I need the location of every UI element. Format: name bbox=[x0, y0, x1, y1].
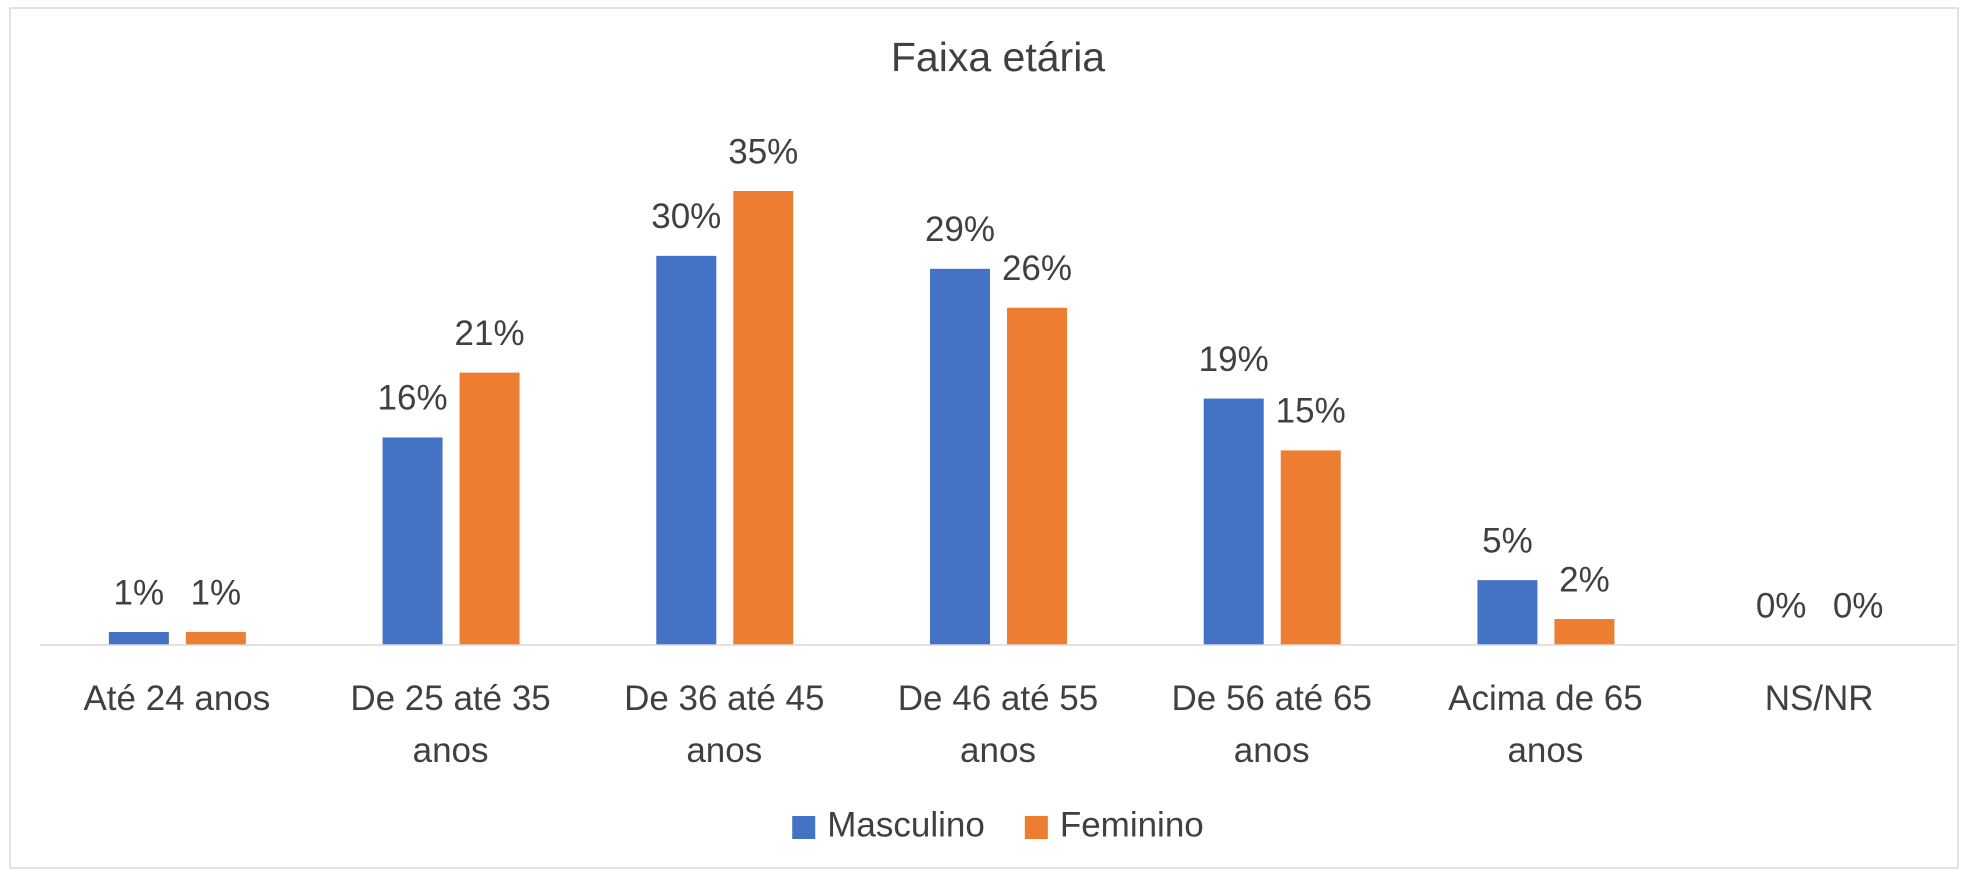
data-label: 16% bbox=[378, 379, 448, 418]
bar bbox=[733, 191, 794, 645]
bar bbox=[459, 372, 520, 645]
data-label: 1% bbox=[191, 573, 242, 612]
data-label: 15% bbox=[1276, 392, 1346, 431]
x-tick-label: De 56 até 65 anos bbox=[1171, 679, 1371, 770]
bar bbox=[382, 437, 443, 645]
bar bbox=[108, 632, 169, 645]
x-tick-label: De 46 até 55 anos bbox=[898, 679, 1098, 770]
data-label: 35% bbox=[728, 132, 798, 171]
bar bbox=[656, 255, 717, 645]
data-label: 2% bbox=[1559, 560, 1610, 599]
data-label: 0% bbox=[1833, 586, 1884, 625]
legend-label: Feminino bbox=[1060, 805, 1204, 844]
data-label: 0% bbox=[1756, 586, 1807, 625]
chart-title: Faixa etária bbox=[891, 34, 1105, 80]
bar bbox=[930, 268, 990, 645]
data-label: 29% bbox=[925, 210, 995, 249]
data-label: 26% bbox=[1002, 249, 1072, 288]
bar bbox=[1280, 450, 1341, 645]
x-tick-label: De 25 até 35 anos bbox=[350, 679, 550, 770]
bar bbox=[1007, 307, 1067, 645]
data-label: 5% bbox=[1482, 521, 1533, 560]
bar bbox=[1203, 398, 1264, 645]
bar bbox=[185, 632, 246, 645]
legend-label: Masculino bbox=[827, 805, 985, 844]
x-tick-label: NS/NR bbox=[1765, 679, 1874, 718]
legend-swatch bbox=[1024, 816, 1048, 839]
legend-swatch bbox=[792, 816, 816, 839]
data-label: 1% bbox=[114, 573, 165, 612]
bar bbox=[1554, 619, 1615, 645]
x-tick-label: Até 24 anos bbox=[83, 679, 270, 718]
bar bbox=[1477, 580, 1538, 645]
x-tick-label: Acima de 65 anos bbox=[1448, 679, 1643, 770]
data-label: 30% bbox=[651, 197, 721, 236]
data-label: 21% bbox=[455, 314, 525, 353]
x-tick-label: De 36 até 45 anos bbox=[624, 679, 824, 770]
data-label: 19% bbox=[1199, 340, 1269, 379]
